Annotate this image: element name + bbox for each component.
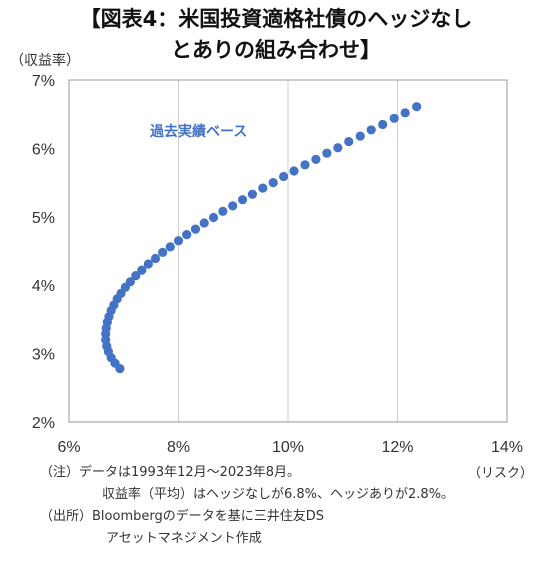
data-point	[367, 125, 376, 134]
y-tick-label: 5%	[32, 210, 55, 227]
data-point	[390, 114, 399, 123]
data-point	[191, 225, 200, 234]
data-point	[228, 201, 237, 210]
data-point	[279, 172, 288, 181]
data-point	[322, 149, 331, 158]
data-point	[248, 190, 257, 199]
data-point	[209, 213, 218, 222]
data-point	[300, 160, 309, 169]
x-tick-label: 12%	[381, 439, 413, 456]
x-tick-label: 10%	[272, 439, 304, 456]
y-tick-label: 7%	[32, 73, 55, 90]
data-point	[182, 230, 191, 239]
data-point	[258, 183, 267, 192]
data-point	[311, 155, 320, 164]
y-tick-label: 6%	[32, 141, 55, 158]
data-point	[333, 143, 342, 152]
chart-annotation: 過去実績ベース	[149, 123, 247, 140]
y-tick-label: 3%	[32, 347, 55, 364]
data-point	[158, 248, 167, 257]
data-point	[151, 254, 160, 263]
data-point	[218, 207, 227, 216]
data-point	[289, 166, 298, 175]
x-tick-label: 8%	[167, 439, 190, 456]
note-average-returns: 収益率（平均）はヘッジなしが6.8%、ヘッジありが2.8%。	[40, 484, 454, 506]
x-axis-label: （リスク）	[468, 462, 533, 481]
data-point	[378, 120, 387, 129]
note-source: （出所）Bloombergのデータを基に三井住友DS	[40, 506, 454, 528]
data-point	[269, 178, 278, 187]
x-tick-label: 14%	[491, 439, 523, 456]
note-period: （注）データは1993年12月～2023年8月。	[40, 462, 454, 484]
y-tick-label: 2%	[32, 415, 55, 432]
data-point	[412, 102, 421, 111]
data-point	[174, 236, 183, 245]
x-tick-label: 6%	[57, 439, 80, 456]
data-point	[356, 131, 365, 140]
data-point	[344, 137, 353, 146]
data-point	[200, 218, 209, 227]
footnotes: （注）データは1993年12月～2023年8月。 収益率（平均）はヘッジなしが6…	[40, 462, 454, 550]
y-tick-label: 4%	[32, 278, 55, 295]
data-point	[166, 242, 175, 251]
data-point	[401, 108, 410, 117]
data-point	[238, 195, 247, 204]
note-source-cont: アセットマネジメント作成	[40, 528, 454, 550]
